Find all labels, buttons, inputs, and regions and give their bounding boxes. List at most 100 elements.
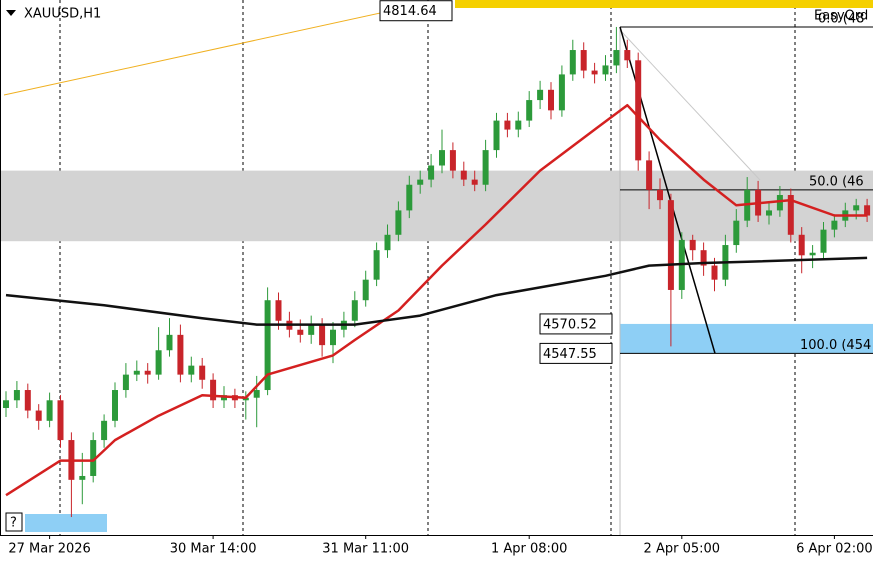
price-label: 4547.55	[543, 347, 597, 362]
candle-body	[766, 210, 772, 216]
candle-body	[144, 370, 151, 375]
candle-body	[711, 265, 718, 280]
candle-body	[101, 420, 108, 441]
help-box-bg	[25, 514, 107, 532]
candle-body	[275, 300, 282, 321]
order-box	[620, 323, 873, 354]
candle-body	[242, 397, 249, 401]
fib-guide	[619, 29, 761, 181]
candle-body	[493, 120, 500, 151]
candle-body	[330, 329, 336, 346]
candle-body	[646, 160, 653, 190]
candle-body	[787, 195, 794, 235]
candle-body	[24, 390, 31, 411]
candle-body	[667, 200, 674, 290]
candle-body	[13, 390, 20, 401]
candle-body	[602, 65, 609, 75]
candle-body	[580, 50, 587, 71]
candle-body	[79, 475, 86, 480]
candle-body	[373, 250, 380, 280]
candle-body	[471, 179, 478, 185]
price-label-box	[379, 0, 453, 22]
price-label: 4814.64	[383, 4, 437, 19]
price-label-box	[539, 313, 613, 335]
candle-body	[384, 234, 391, 251]
candle-body	[449, 150, 456, 171]
candle-body	[35, 410, 42, 421]
candle-body	[221, 395, 227, 401]
overlay-text: EasyOrd	[814, 9, 868, 24]
candle-body	[199, 365, 206, 380]
fib-label: 0.0 (48	[818, 11, 864, 26]
fib-label: 100.0 (454	[800, 338, 871, 353]
candle-body	[733, 220, 740, 246]
candle-body	[166, 334, 173, 351]
candle-body	[46, 400, 53, 421]
candle-body	[57, 400, 64, 441]
symbol-title: XAUUSD,H1	[24, 7, 101, 22]
price-label: 4570.52	[543, 317, 597, 332]
candle-body	[515, 120, 522, 130]
candle-body	[831, 220, 838, 230]
candle-body	[90, 440, 97, 476]
candle-body	[864, 205, 871, 216]
back-layer	[0, 0, 873, 535]
help-label: ?	[10, 516, 17, 531]
front-layer: 0.0 (48 50.0 (46 100.0 (454 EasyOrd 4814.64 4…	[5, 0, 871, 532]
candle-body	[3, 400, 9, 408]
x-tick-label: 6 Apr 02:00	[796, 542, 873, 557]
candle-body	[428, 165, 435, 180]
candle-body	[439, 150, 445, 166]
x-tick-label: 31 Mar 11:00	[322, 542, 409, 557]
candle-body	[417, 179, 424, 185]
candle-body	[657, 189, 663, 201]
candle-body	[297, 329, 304, 335]
candle-body	[482, 150, 489, 185]
price-zone	[0, 170, 873, 242]
candle-body	[613, 50, 620, 66]
candle-body	[362, 279, 369, 301]
candle-body	[504, 120, 511, 130]
menu-arrow[interactable]	[6, 10, 16, 16]
candle-body	[155, 350, 162, 375]
candle-body	[689, 239, 696, 251]
candle-body	[351, 300, 358, 321]
candle-body	[809, 252, 816, 256]
moving-average	[5, 256, 868, 326]
candle-body	[264, 300, 271, 391]
candle-body	[635, 60, 642, 161]
candle-body	[526, 100, 533, 121]
candle-body	[548, 89, 554, 111]
candle-body	[319, 324, 326, 346]
candle-body	[558, 74, 565, 111]
candle-body	[210, 379, 217, 401]
candle-body	[112, 390, 118, 421]
alert-band	[455, 0, 873, 8]
x-tick-label: 2 Apr 05:00	[644, 542, 721, 557]
candle-body	[122, 374, 129, 391]
candle-body	[853, 205, 860, 211]
trend-line	[3, 11, 386, 96]
candle-body	[133, 370, 140, 375]
x-tick-label: 1 Apr 08:00	[491, 542, 568, 557]
candle-body	[177, 334, 184, 375]
x-tick-label: 27 Mar 2026	[8, 542, 90, 557]
moving-average	[5, 103, 868, 497]
candle-body	[253, 390, 260, 398]
x-tick-label: 30 Mar 14:00	[170, 542, 257, 557]
candle-body	[700, 250, 707, 266]
candle-body	[188, 365, 195, 375]
candle-body	[820, 229, 827, 253]
candle-body	[406, 184, 413, 211]
candle-body	[798, 234, 805, 256]
candle-body	[395, 210, 402, 235]
candle-body	[624, 50, 631, 61]
candle-body	[460, 170, 467, 180]
fib-label: 50.0 (46	[809, 174, 864, 189]
candle-body	[776, 195, 783, 211]
help-box	[5, 512, 23, 532]
candle-body	[591, 70, 598, 75]
candle-body	[569, 50, 576, 75]
